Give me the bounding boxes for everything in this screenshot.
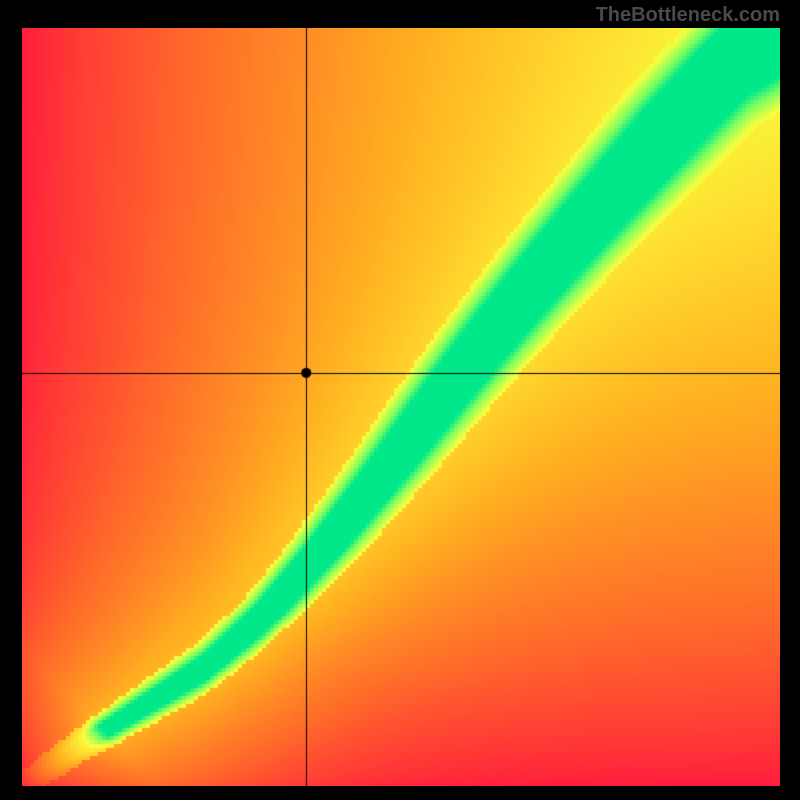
chart-container: TheBottleneck.com — [0, 0, 800, 800]
heatmap-plot — [22, 28, 780, 786]
heatmap-canvas — [22, 28, 780, 786]
watermark-text: TheBottleneck.com — [596, 4, 780, 27]
